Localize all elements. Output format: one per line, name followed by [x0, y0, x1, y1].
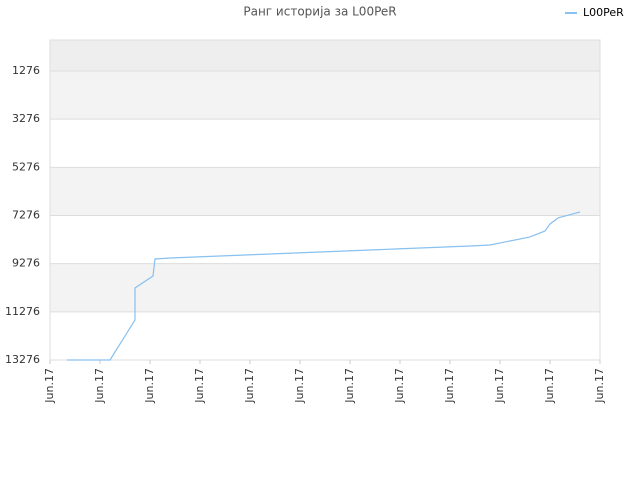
- x-tick-label: Jun.17: [193, 368, 206, 404]
- x-tick-label: Jun.17: [543, 368, 556, 404]
- x-tick-label: Jun.17: [493, 368, 506, 404]
- x-tick-label: Jun.17: [393, 368, 406, 404]
- band: [50, 40, 600, 71]
- band: [50, 215, 600, 264]
- legend-label: L00PeR: [583, 6, 624, 19]
- x-tick-label: Jun.17: [93, 368, 106, 404]
- band: [50, 311, 600, 360]
- x-tick-label: Jun.17: [593, 368, 606, 404]
- y-tick-label: 9276: [12, 257, 40, 270]
- band: [50, 119, 600, 168]
- chart-title: Ранг историја за L00PeR: [243, 5, 396, 19]
- x-tick-label: Jun.17: [243, 368, 256, 404]
- x-tick-label: Jun.17: [293, 368, 306, 404]
- y-tick-label: 13276: [5, 353, 40, 366]
- y-tick-label: 3276: [12, 112, 40, 125]
- y-tick-label: 1276: [12, 64, 40, 77]
- y-tick-label: 11276: [5, 305, 40, 318]
- band: [50, 70, 600, 120]
- y-tick-label: 5276: [12, 160, 40, 173]
- band: [50, 167, 600, 216]
- x-tick-label: Jun.17: [143, 368, 156, 404]
- x-tick-label: Jun.17: [43, 368, 56, 404]
- band: [50, 263, 600, 312]
- x-tick-label: Jun.17: [343, 368, 356, 404]
- y-tick-label: 7276: [12, 208, 40, 221]
- line: [67, 211, 581, 361]
- x-tick-label: Jun.17: [443, 368, 456, 404]
